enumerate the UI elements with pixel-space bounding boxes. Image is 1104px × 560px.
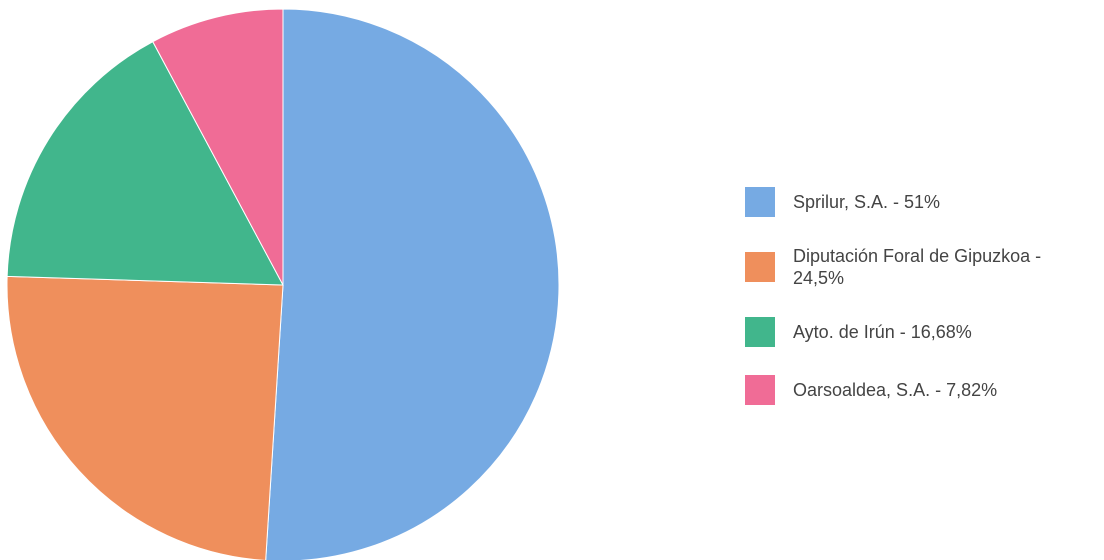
- legend-label: Sprilur, S.A. - 51%: [793, 192, 941, 212]
- legend-item: Ayto. de Irún - 16,68%: [745, 317, 1093, 347]
- legend-label: Diputación Foral de Gipuzkoa - 24,5%: [793, 246, 1042, 288]
- legend-label: Oarsoaldea, S.A. - 7,82%: [793, 380, 998, 400]
- pie-slice: [6, 40, 284, 286]
- legend-item: Diputación Foral de Gipuzkoa - 24,5%: [745, 245, 1093, 289]
- legend-item: Sprilur, S.A. - 51%: [745, 187, 1093, 217]
- legend-swatch: [745, 375, 775, 405]
- legend: Sprilur, S.A. - 51% Diputación Foral de G…: [745, 187, 1093, 405]
- pie-slice: [6, 275, 284, 560]
- legend-swatch: [745, 317, 775, 347]
- legend-item: Oarsoaldea, S.A. - 7,82%: [745, 375, 1093, 405]
- pie-slice: [265, 8, 560, 560]
- pie: [6, 8, 560, 560]
- legend-label: Ayto. de Irún - 16,68%: [793, 322, 972, 342]
- pie-slice: [152, 8, 284, 286]
- legend-swatch: [745, 252, 775, 282]
- legend-swatch: [745, 187, 775, 217]
